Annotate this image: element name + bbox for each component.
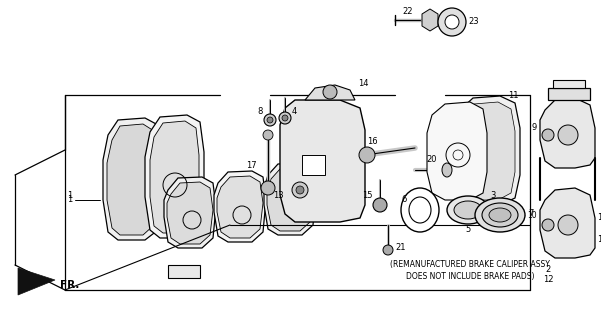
- Text: 16: 16: [367, 138, 377, 147]
- Circle shape: [263, 130, 273, 140]
- Circle shape: [438, 8, 466, 36]
- Text: 17: 17: [246, 161, 257, 170]
- Text: 14: 14: [358, 78, 368, 87]
- Ellipse shape: [482, 203, 518, 227]
- Text: 3: 3: [490, 190, 495, 199]
- Text: 5: 5: [465, 226, 471, 235]
- Circle shape: [282, 115, 288, 121]
- Polygon shape: [427, 102, 487, 200]
- Polygon shape: [168, 265, 200, 278]
- Polygon shape: [280, 100, 365, 222]
- Circle shape: [261, 181, 275, 195]
- Polygon shape: [305, 85, 355, 100]
- Circle shape: [558, 215, 578, 235]
- Circle shape: [373, 198, 387, 212]
- Polygon shape: [540, 188, 595, 258]
- Polygon shape: [164, 177, 216, 248]
- Polygon shape: [553, 80, 585, 88]
- Circle shape: [279, 112, 291, 124]
- Text: 1: 1: [67, 196, 72, 204]
- Text: FR.: FR.: [60, 280, 79, 290]
- Polygon shape: [103, 118, 162, 240]
- Polygon shape: [217, 176, 263, 238]
- Text: 8: 8: [258, 108, 263, 116]
- Polygon shape: [540, 98, 595, 168]
- Circle shape: [296, 186, 304, 194]
- Text: 12: 12: [543, 276, 554, 284]
- Polygon shape: [267, 168, 313, 231]
- Text: (REMANUFACTURED BRAKE CALIPER ASSY: (REMANUFACTURED BRAKE CALIPER ASSY: [390, 260, 550, 269]
- Polygon shape: [150, 121, 199, 233]
- Polygon shape: [454, 96, 520, 205]
- Polygon shape: [422, 9, 438, 31]
- Text: 10: 10: [527, 211, 537, 220]
- Polygon shape: [548, 88, 590, 100]
- Polygon shape: [18, 268, 55, 295]
- Ellipse shape: [442, 163, 452, 177]
- Text: 23: 23: [468, 18, 478, 27]
- Circle shape: [323, 85, 337, 99]
- Circle shape: [542, 219, 554, 231]
- Text: 21: 21: [395, 244, 406, 252]
- Ellipse shape: [489, 208, 511, 222]
- Circle shape: [292, 182, 308, 198]
- Text: 22: 22: [403, 7, 413, 17]
- Text: 18: 18: [597, 213, 601, 222]
- Circle shape: [359, 147, 375, 163]
- Polygon shape: [302, 155, 325, 175]
- Ellipse shape: [409, 197, 431, 223]
- Text: 2: 2: [545, 266, 551, 275]
- Text: 1: 1: [67, 190, 72, 199]
- Ellipse shape: [475, 198, 525, 232]
- Text: 19: 19: [597, 236, 601, 244]
- Polygon shape: [458, 102, 515, 200]
- Ellipse shape: [447, 196, 489, 224]
- Text: 4: 4: [292, 108, 297, 116]
- Ellipse shape: [454, 201, 482, 219]
- Polygon shape: [264, 163, 316, 235]
- Circle shape: [383, 245, 393, 255]
- Text: DOES NOT INCLUDE BRAKE PADS): DOES NOT INCLUDE BRAKE PADS): [406, 271, 534, 281]
- Text: 11: 11: [508, 92, 519, 100]
- Text: 6: 6: [401, 196, 407, 204]
- Polygon shape: [145, 115, 204, 238]
- Polygon shape: [167, 182, 213, 244]
- Text: 20: 20: [427, 156, 438, 164]
- Circle shape: [264, 114, 276, 126]
- Circle shape: [267, 117, 273, 123]
- Text: 9: 9: [532, 124, 537, 132]
- Text: 7: 7: [528, 209, 533, 218]
- Ellipse shape: [401, 188, 439, 232]
- Polygon shape: [107, 124, 157, 235]
- Circle shape: [558, 125, 578, 145]
- Polygon shape: [214, 171, 266, 242]
- Text: 15: 15: [362, 191, 373, 201]
- Circle shape: [542, 129, 554, 141]
- Circle shape: [445, 15, 459, 29]
- Text: 13: 13: [273, 190, 284, 199]
